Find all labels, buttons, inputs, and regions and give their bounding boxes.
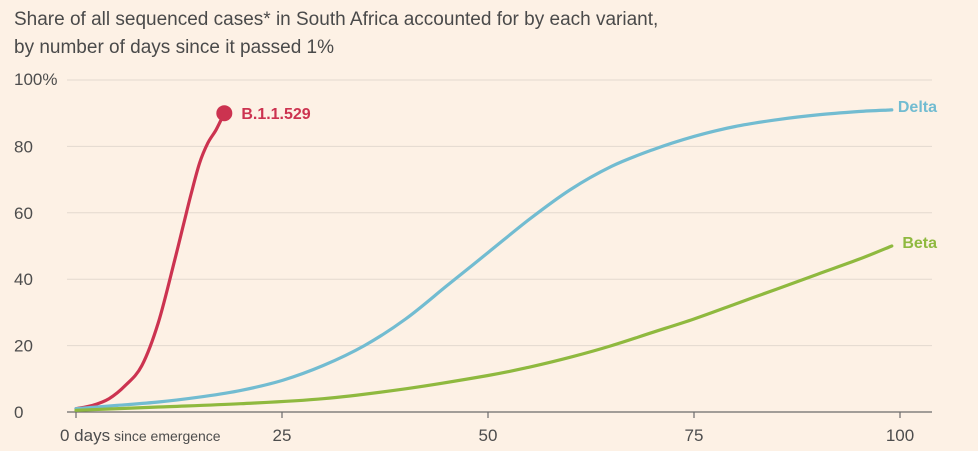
y-tick-label-0: 0 [14,403,23,422]
series-lines [74,105,894,412]
x-tick-label-100: 100 [886,426,914,445]
y-tick-label-100: 100% [14,70,57,89]
grid-lines: 0 20 40 60 80 100% [14,70,932,422]
x-tick-label-50: 50 [479,426,498,445]
y-tick-label-40: 40 [14,270,33,289]
series-label-delta: Delta [898,99,937,116]
x-axis: 0 days since emergence 25 50 75 100 [60,411,932,445]
x-tick-label-75: 75 [685,426,704,445]
series-line-delta [74,108,894,411]
y-tick-label-20: 20 [14,337,33,356]
series-line-b-1-1-529 [74,111,226,411]
series-line-beta [74,244,894,412]
x-tick-label-25: 25 [273,426,292,445]
series-label-beta: Beta [902,235,937,252]
series-labels: B.1.1.529 Delta Beta [241,99,937,252]
chart-title-line2: by number of days since it passed 1% [14,37,334,58]
series-end-marker-b-1-1-529 [216,105,233,122]
series-label-b-1-1-529: B.1.1.529 [241,106,310,123]
chart-title-line1: Share of all sequenced cases* in South A… [14,9,658,30]
y-tick-label-60: 60 [14,204,33,223]
y-tick-label-80: 80 [14,137,33,156]
x-tick-label-0: 0 days since emergence [60,426,221,445]
